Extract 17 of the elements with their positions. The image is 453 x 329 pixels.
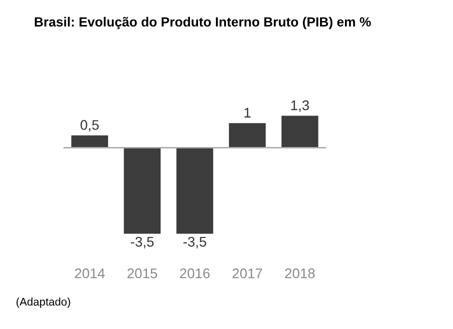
text: (Adaptado) <box>16 298 70 308</box>
data-label: 1 <box>244 108 251 118</box>
data-label: -3,5 <box>183 236 206 248</box>
x-tick-label: 2015 <box>127 268 158 278</box>
bar <box>228 123 266 148</box>
bar <box>71 135 108 148</box>
data-label: 1,3 <box>291 100 309 112</box>
x-tick-label: 2016 <box>180 268 210 278</box>
data-label: 0,5 <box>80 120 99 132</box>
x-tick-label: 2018 <box>285 268 315 278</box>
chart-title: Brasil: Evolução do Produto Interno Bruto (PIB) em % <box>34 16 371 30</box>
bar <box>176 148 214 234</box>
bar <box>281 116 318 148</box>
x-tick-label: 2017 <box>232 268 262 278</box>
x-tick-label: 2014 <box>74 268 105 278</box>
data-label: -3,5 <box>130 236 154 248</box>
bar <box>124 148 161 234</box>
